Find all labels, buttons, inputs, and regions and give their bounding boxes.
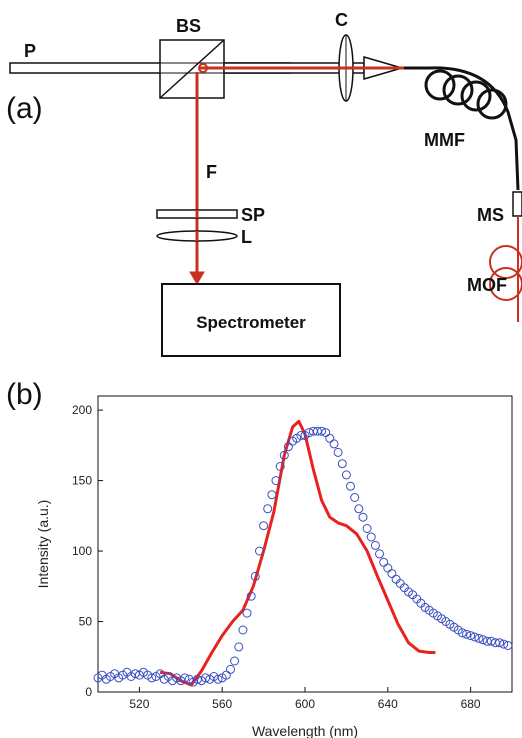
series-line-0 (159, 419, 436, 687)
optical-setup-diagram: (a) P BS C MMF MS (6, 10, 522, 357)
microstructured-fiber (489, 216, 522, 322)
mof-label: MOF (467, 275, 507, 295)
data-point (333, 447, 343, 457)
data-point (263, 504, 273, 514)
data-point (259, 521, 269, 531)
data-point (275, 462, 285, 471)
data-point (362, 524, 372, 533)
fluorescence-arrowhead (189, 271, 205, 285)
lens-label: L (241, 227, 252, 247)
data-point (490, 638, 500, 648)
data-point (337, 459, 347, 469)
y-tick-label: 200 (72, 403, 92, 417)
data-point (250, 571, 260, 581)
mmf-label: MMF (424, 130, 465, 150)
y-axis-label: Intensity (a.u.) (35, 500, 51, 589)
data-point (296, 431, 306, 440)
plot-area (93, 419, 513, 687)
data-point (383, 563, 393, 573)
pump-label: P (24, 41, 36, 61)
beam-splitter-label: BS (176, 16, 201, 36)
data-point (213, 674, 223, 684)
data-point (486, 636, 496, 646)
x-tick-label: 680 (461, 697, 481, 711)
panel-label-a: (a) (6, 92, 43, 125)
data-point (350, 493, 360, 502)
data-point (474, 633, 484, 643)
data-point (341, 470, 351, 480)
x-axis-ticks: 520 560 600 640 680 (129, 687, 481, 711)
sp-label: SP (241, 205, 265, 225)
y-tick-label: 150 (72, 474, 92, 488)
data-point (246, 591, 256, 601)
data-point (495, 638, 505, 648)
data-point (271, 476, 281, 486)
data-point (499, 639, 509, 649)
data-point (375, 549, 384, 559)
data-point (346, 481, 355, 491)
data-point (230, 656, 240, 666)
x-tick-label: 520 (129, 697, 149, 711)
data-point (242, 608, 252, 618)
spectra-chart: (b) 0 50 100 150 200 520 560 600 640 680 Wavelen… (6, 378, 513, 738)
multimode-fiber (404, 66, 520, 191)
data-point (457, 628, 467, 638)
coupler-label: C (335, 10, 348, 30)
data-point (387, 569, 397, 579)
data-point (478, 635, 488, 645)
data-point (234, 642, 244, 652)
data-point (354, 504, 364, 514)
data-point (370, 540, 380, 550)
data-point (470, 632, 480, 642)
data-point (304, 428, 314, 438)
data-point (201, 673, 211, 683)
y-tick-label: 0 (85, 685, 92, 699)
data-point (279, 450, 289, 460)
y-tick-label: 50 (79, 615, 93, 629)
x-tick-label: 600 (295, 697, 315, 711)
data-point (221, 670, 231, 680)
data-point (366, 532, 376, 542)
data-point (312, 426, 322, 436)
panel-label-b: (b) (6, 378, 43, 411)
data-point (255, 546, 264, 556)
data-point (466, 631, 476, 641)
x-axis-label: Wavelength (nm) (252, 723, 358, 738)
mode-stripper (512, 191, 522, 217)
beam-spot (198, 63, 208, 73)
ms-label: MS (477, 205, 504, 225)
data-point (317, 426, 327, 436)
x-tick-label: 640 (378, 697, 398, 711)
data-point (147, 673, 157, 683)
spectrometer-label: Spectrometer (196, 313, 306, 332)
data-point (325, 433, 335, 443)
data-point (329, 439, 339, 449)
data-point (503, 641, 513, 650)
x-tick-label: 560 (212, 697, 232, 711)
fluorescence-label: F (206, 162, 217, 182)
data-point (238, 625, 248, 635)
data-point (462, 629, 471, 639)
data-point (379, 557, 389, 567)
data-point (358, 512, 368, 522)
y-tick-label: 100 (72, 544, 92, 558)
data-point (180, 673, 190, 683)
spectrometer-box (161, 283, 341, 357)
y-axis-ticks: 0 50 100 150 200 (72, 403, 103, 699)
data-point (226, 664, 235, 674)
beam-splitter-diagonal (159, 39, 225, 99)
data-point (267, 490, 277, 500)
